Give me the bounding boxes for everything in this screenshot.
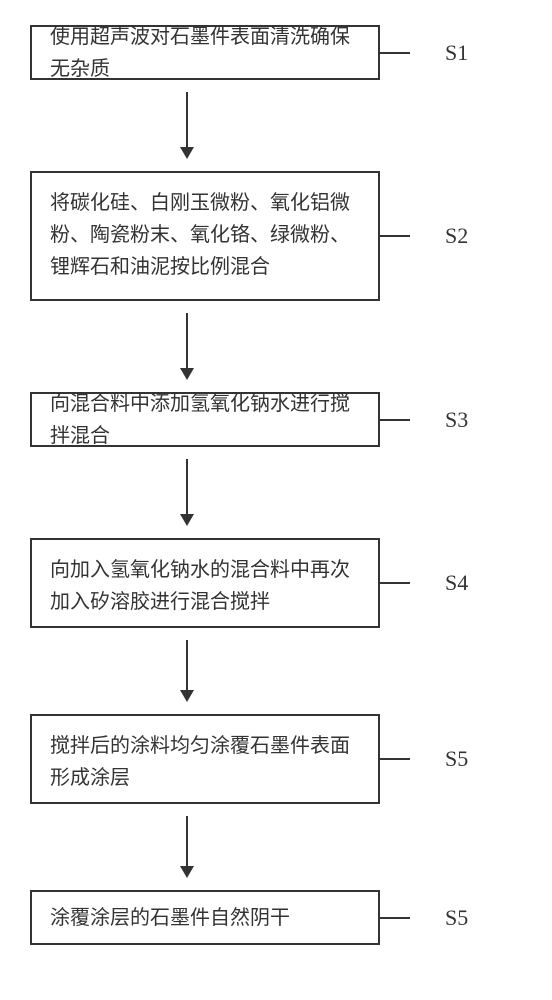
- arrow-line: [186, 640, 188, 690]
- step-box-s2: 将碳化硅、白刚玉微粉、氧化铝微粉、陶瓷粉末、氧化铬、绿微粉、锂辉石和油泥按比例混…: [30, 171, 380, 301]
- flowchart-container: 使用超声波对石墨件表面清洗确保无杂质 S1 将碳化硅、白刚玉微粉、氧化铝微粉、陶…: [30, 25, 522, 945]
- step-label-s5: S5: [445, 746, 468, 772]
- step-label-s3: S3: [445, 407, 468, 433]
- step-box-s6: 涂覆涂层的石墨件自然阴干: [30, 890, 380, 945]
- step-box-s4: 向加入氢氧化钠水的混合料中再次加入矽溶胶进行混合搅拌: [30, 538, 380, 628]
- arrow-s2-s3: [30, 313, 522, 380]
- arrow-icon: [180, 313, 194, 380]
- arrow-icon: [180, 92, 194, 159]
- step-box-s5: 搅拌后的涂料均匀涂覆石墨件表面形成涂层: [30, 714, 380, 804]
- step-text-s2: 将碳化硅、白刚玉微粉、氧化铝微粉、陶瓷粉末、氧化铬、绿微粉、锂辉石和油泥按比例混…: [50, 192, 350, 278]
- step-text-s6: 涂覆涂层的石墨件自然阴干: [50, 902, 290, 934]
- arrow-s5-s6: [30, 816, 522, 878]
- arrow-s4-s5: [30, 640, 522, 702]
- step-box-s1: 使用超声波对石墨件表面清洗确保无杂质: [30, 25, 380, 80]
- label-connector-s3: [380, 419, 410, 421]
- arrow-s1-s2: [30, 92, 522, 159]
- step-label-s6: S5: [445, 905, 468, 931]
- label-connector-s4: [380, 582, 410, 584]
- step-label-s1: S1: [445, 40, 468, 66]
- step-label-s4: S4: [445, 570, 468, 596]
- step-s3: 向混合料中添加氢氧化钠水进行搅拌混合 S3: [30, 392, 522, 447]
- arrow-line: [186, 92, 188, 147]
- arrow-head-icon: [180, 368, 194, 380]
- arrow-line: [186, 459, 188, 514]
- step-s2: 将碳化硅、白刚玉微粉、氧化铝微粉、陶瓷粉末、氧化铬、绿微粉、锂辉石和油泥按比例混…: [30, 171, 522, 301]
- step-text-s1: 使用超声波对石墨件表面清洗确保无杂质: [50, 21, 360, 85]
- arrow-head-icon: [180, 866, 194, 878]
- arrow-line: [186, 313, 188, 368]
- arrow-icon: [180, 816, 194, 878]
- arrow-head-icon: [180, 147, 194, 159]
- label-connector-s6: [380, 917, 410, 919]
- step-s4: 向加入氢氧化钠水的混合料中再次加入矽溶胶进行混合搅拌 S4: [30, 538, 522, 628]
- label-connector-s1: [380, 52, 410, 54]
- step-text-s5: 搅拌后的涂料均匀涂覆石墨件表面形成涂层: [50, 735, 350, 789]
- arrow-s3-s4: [30, 459, 522, 526]
- step-text-s3: 向混合料中添加氢氧化钠水进行搅拌混合: [50, 388, 360, 452]
- step-box-s3: 向混合料中添加氢氧化钠水进行搅拌混合: [30, 392, 380, 447]
- arrow-head-icon: [180, 690, 194, 702]
- step-s1: 使用超声波对石墨件表面清洗确保无杂质 S1: [30, 25, 522, 80]
- step-text-s4: 向加入氢氧化钠水的混合料中再次加入矽溶胶进行混合搅拌: [50, 559, 350, 613]
- arrow-icon: [180, 640, 194, 702]
- step-label-s2: S2: [445, 223, 468, 249]
- step-s6: 涂覆涂层的石墨件自然阴干 S5: [30, 890, 522, 945]
- arrow-icon: [180, 459, 194, 526]
- step-s5: 搅拌后的涂料均匀涂覆石墨件表面形成涂层 S5: [30, 714, 522, 804]
- arrow-head-icon: [180, 514, 194, 526]
- label-connector-s5: [380, 758, 410, 760]
- arrow-line: [186, 816, 188, 866]
- label-connector-s2: [380, 235, 410, 237]
